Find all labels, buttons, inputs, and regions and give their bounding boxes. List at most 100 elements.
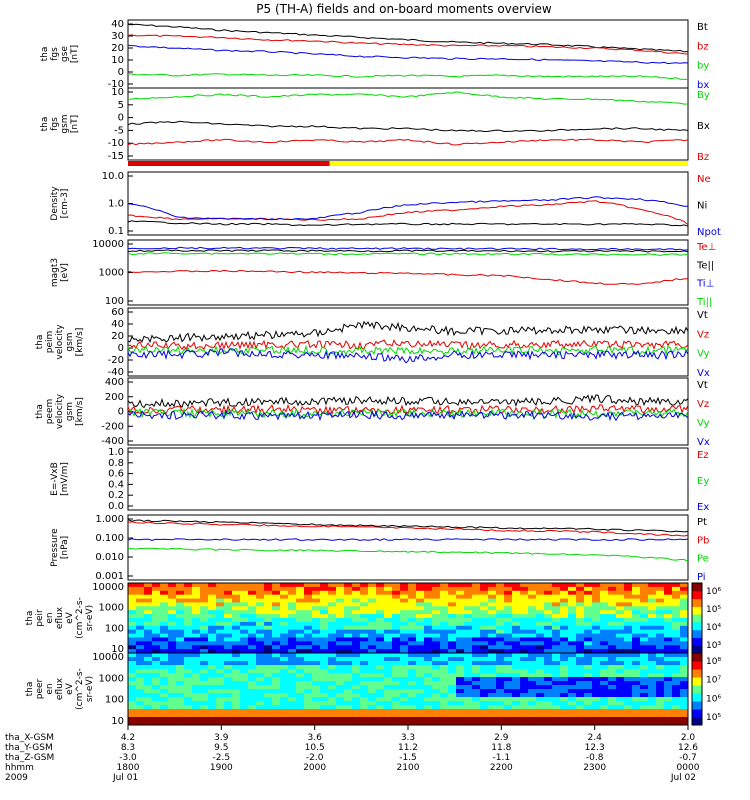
heat-cell [392, 645, 401, 650]
heat-cell [440, 681, 449, 686]
heat-cell [296, 701, 305, 706]
heat-cell [256, 677, 265, 682]
heat-cell [584, 606, 593, 611]
heat-cell [680, 614, 689, 619]
heat-cell [184, 618, 193, 623]
colorbar-tick-label: 10³ [706, 641, 721, 651]
heat-cell [512, 649, 521, 654]
heat-cell [664, 594, 673, 600]
heat-cell [128, 590, 137, 596]
heat-cell [640, 625, 649, 631]
heat-cell [568, 693, 577, 698]
x-tick-label: -0.8 [586, 753, 604, 763]
heat-cell [552, 661, 561, 666]
heat-cell [488, 669, 497, 674]
heat-cell [640, 586, 649, 592]
heat-cell [328, 637, 337, 642]
heat-cell [472, 621, 481, 627]
heat-cell [256, 606, 265, 611]
heat-cell [456, 653, 465, 658]
heat-cell [216, 629, 225, 635]
heat-cell [608, 645, 617, 650]
colorbar-segment [692, 685, 702, 694]
heat-cell [312, 649, 321, 654]
legend-Te||: Te|| [696, 260, 714, 271]
heat-cell [272, 673, 281, 678]
heat-cell [440, 641, 449, 646]
heat-cell [616, 653, 625, 658]
heat-cell [272, 625, 281, 631]
heat-cell [168, 641, 177, 646]
heat-cell [632, 693, 641, 698]
heat-cell [168, 590, 177, 596]
heat-cell [552, 610, 561, 615]
heat-cell [248, 610, 257, 615]
heat-cell [328, 598, 337, 603]
heat-cell [448, 661, 457, 666]
heat-cell [680, 602, 689, 607]
heat-cell [416, 681, 425, 686]
heat-cell [504, 665, 513, 670]
heat-cell [152, 705, 161, 710]
heat-cell [352, 665, 361, 670]
heat-cell [456, 689, 465, 694]
heat-cell [552, 583, 561, 588]
heat-cell [192, 717, 201, 722]
heat-cell [616, 594, 625, 600]
heat-cell [512, 637, 521, 642]
heat-cell [192, 689, 201, 694]
heat-cell [240, 614, 249, 619]
heat-cell [496, 717, 505, 722]
heat-cell [488, 721, 497, 726]
heat-cell [256, 610, 265, 615]
heat-cell [360, 610, 369, 615]
heat-cell [376, 717, 385, 722]
colorbar-segment [692, 606, 702, 615]
heat-cell [632, 637, 641, 642]
heat-cell [680, 701, 689, 706]
heat-cell [200, 661, 209, 666]
heat-cell [496, 586, 505, 592]
heat-cell [320, 610, 329, 615]
heat-cell [264, 586, 273, 592]
heat-cell [168, 697, 177, 702]
heat-cell [680, 657, 689, 662]
heat-cell [240, 598, 249, 603]
heat-cell [312, 673, 321, 678]
heat-cell [288, 669, 297, 674]
y-tick-label: -10 [108, 79, 124, 90]
heat-cell [144, 641, 153, 646]
heat-cell [240, 594, 249, 600]
heat-cell [344, 629, 353, 635]
heat-cell [176, 590, 185, 596]
heat-cell [328, 661, 337, 666]
heat-cell [456, 602, 465, 607]
heat-cell [576, 618, 585, 623]
heat-cell [616, 625, 625, 631]
heat-cell [192, 602, 201, 607]
heat-cell [624, 598, 633, 603]
heat-cell [424, 657, 433, 662]
heat-cell [512, 685, 521, 690]
heat-cell [440, 594, 449, 600]
status-bar [128, 161, 688, 166]
heat-cell [336, 637, 345, 642]
heat-cell [656, 583, 665, 588]
heat-cell [144, 673, 153, 678]
heat-cell [472, 705, 481, 710]
heat-cell [448, 717, 457, 722]
heat-cell [624, 590, 633, 596]
heat-cell [408, 677, 417, 682]
heat-cell [616, 583, 625, 588]
heat-cell [136, 657, 145, 662]
heat-cell [416, 657, 425, 662]
heat-cell [144, 689, 153, 694]
heat-cell [312, 637, 321, 642]
heat-cell [680, 637, 689, 642]
heat-cell [264, 583, 273, 588]
heat-cell [544, 629, 553, 635]
heat-cell [160, 677, 169, 682]
heat-cell [176, 583, 185, 588]
